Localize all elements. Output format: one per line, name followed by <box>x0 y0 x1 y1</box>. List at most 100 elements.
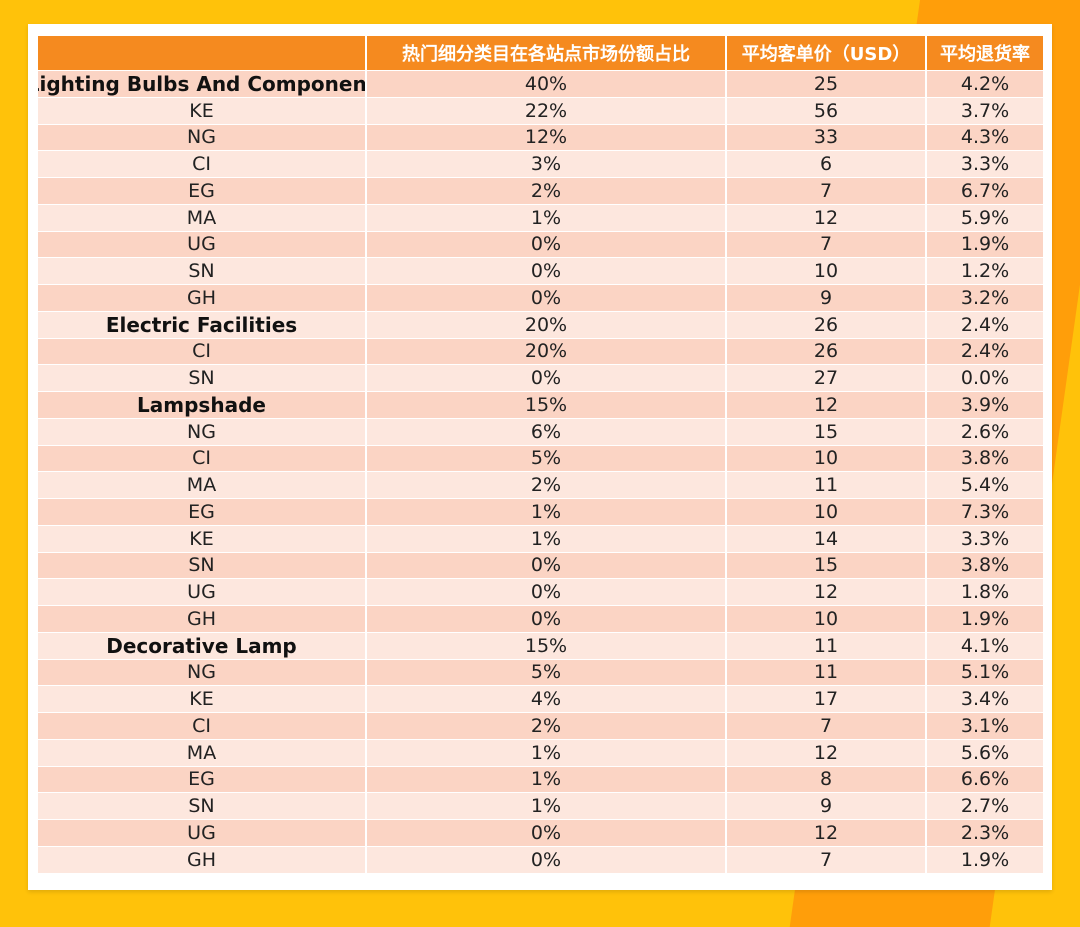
table-row: MA 2% 11 5.4% <box>38 472 1043 499</box>
cell-name: GH <box>38 846 367 873</box>
cell-price: 14 <box>727 525 927 552</box>
table-row: MA 1% 12 5.6% <box>38 739 1043 767</box>
table-row: UG 0% 12 2.3% <box>38 820 1043 847</box>
table-row: SN 0% 27 0.0% <box>38 365 1043 392</box>
cell-share: 15% <box>367 632 727 659</box>
cell-name: SN <box>38 552 367 579</box>
table-row: CI 20% 26 2.4% <box>38 338 1043 366</box>
table-row: UG 0% 7 1.9% <box>38 231 1043 259</box>
cell-share: 12% <box>367 124 727 151</box>
table-row: GH 0% 7 1.9% <box>38 846 1043 874</box>
cell-return-rate: 2.3% <box>960 821 1010 844</box>
cell-price: 12 <box>727 204 927 231</box>
table-row: SN 0% 15 3.8% <box>38 552 1043 580</box>
table-category-row: Electric Facilities 20% 26 2.4% <box>38 311 1043 339</box>
cell-share: 20% <box>367 338 727 365</box>
cell-share: 6% <box>367 418 727 445</box>
cell-name: SN <box>38 793 367 819</box>
cell-name: UG <box>38 231 367 258</box>
cell-share: 0% <box>367 606 727 632</box>
table-category-row: Lampshade 15% 12 3.9% <box>38 392 1043 419</box>
cell-return-rate: 5.1% <box>960 661 1010 684</box>
cell-price: 7 <box>727 178 927 204</box>
cell-return-rate: 1.2% <box>960 260 1010 283</box>
cell-name: GH <box>38 606 367 632</box>
cell-price: 6 <box>727 151 927 177</box>
cell-name: MA <box>38 739 367 766</box>
cell-return-rate: 3.3% <box>960 153 1010 176</box>
table-header-row: 热门细分类目在各站点市场份额占比 平均客单价（USD） 平均退货率 <box>38 36 1043 71</box>
cell-return-rate: 6.7% <box>960 179 1010 202</box>
cell-price: 25 <box>727 71 927 97</box>
cell-return-rate: 3.8% <box>960 447 1010 470</box>
cell-price: 33 <box>727 124 927 151</box>
cell-price: 7 <box>727 846 927 873</box>
cell-share: 1% <box>367 204 727 231</box>
cell-share: 0% <box>367 820 727 846</box>
table-category-row: Lighting Bulbs And Component 40% 25 4.2% <box>38 71 1043 98</box>
cell-return-rate: 5.4% <box>960 474 1010 497</box>
cell-price: 15 <box>727 418 927 445</box>
cell-price: 10 <box>727 445 927 472</box>
cell-name: Lighting Bulbs And Component <box>38 71 367 97</box>
cell-return-rate: 3.9% <box>960 393 1010 416</box>
cell-return-rate: 0.0% <box>960 367 1010 390</box>
table-row: KE 22% 56 3.7% <box>38 97 1043 125</box>
cell-return-rate: 2.4% <box>960 340 1010 363</box>
table-row: EG 1% 10 7.3% <box>38 499 1043 526</box>
table-row: GH 0% 10 1.9% <box>38 606 1043 633</box>
cell-price: 27 <box>727 365 927 391</box>
header-cell-price: 平均客单价（USD） <box>727 36 927 70</box>
header-cell-name <box>38 36 367 70</box>
table-row: NG 6% 15 2.6% <box>38 418 1043 446</box>
table-row: NG 12% 33 4.3% <box>38 124 1043 152</box>
cell-return-rate: 3.8% <box>960 554 1010 577</box>
cell-return-rate: 2.6% <box>960 420 1010 443</box>
cell-share: 2% <box>367 178 727 204</box>
cell-price: 11 <box>727 659 927 686</box>
cell-name: EG <box>38 766 367 793</box>
cell-return-rate: 1.9% <box>960 848 1010 871</box>
cell-share: 3% <box>367 151 727 177</box>
cell-return-rate: 3.2% <box>960 286 1010 309</box>
cell-name: Decorative Lamp <box>38 632 367 659</box>
cell-price: 7 <box>727 713 927 739</box>
table-row: KE 4% 17 3.4% <box>38 686 1043 713</box>
header-cell-share: 热门细分类目在各站点市场份额占比 <box>367 36 727 70</box>
cell-share: 0% <box>367 579 727 605</box>
cell-return-rate: 5.9% <box>960 206 1010 229</box>
cell-price: 56 <box>727 97 927 124</box>
cell-price: 17 <box>727 686 927 712</box>
cell-price: 8 <box>727 766 927 793</box>
cell-name: EG <box>38 178 367 204</box>
cell-return-rate: 5.6% <box>960 741 1010 764</box>
cell-return-rate: 6.6% <box>960 768 1010 791</box>
cell-share: 15% <box>367 392 727 418</box>
cell-return-rate: 7.3% <box>960 500 1010 523</box>
cell-price: 10 <box>727 606 927 632</box>
table-row: SN 0% 10 1.2% <box>38 258 1043 285</box>
cell-share: 1% <box>367 499 727 525</box>
cell-price: 26 <box>727 311 927 338</box>
cell-share: 1% <box>367 525 727 552</box>
cell-share: 0% <box>367 365 727 391</box>
cell-name: NG <box>38 659 367 686</box>
cell-name: Electric Facilities <box>38 311 367 338</box>
cell-return-rate: 4.2% <box>960 72 1010 95</box>
header-cell-return-rate: 平均退货率 <box>940 44 1030 65</box>
cell-name: KE <box>38 97 367 124</box>
cell-return-rate: 3.1% <box>960 714 1010 737</box>
table-row: CI 3% 6 3.3% <box>38 151 1043 178</box>
cell-share: 20% <box>367 311 727 338</box>
cell-price: 12 <box>727 739 927 766</box>
cell-share: 5% <box>367 659 727 686</box>
table-row: KE 1% 14 3.3% <box>38 525 1043 553</box>
cell-price: 12 <box>727 392 927 418</box>
cell-return-rate: 3.4% <box>960 688 1010 711</box>
cell-name: UG <box>38 579 367 605</box>
table-row: UG 0% 12 1.8% <box>38 579 1043 606</box>
cell-return-rate: 4.3% <box>960 126 1010 149</box>
table-row: NG 5% 11 5.1% <box>38 659 1043 687</box>
cell-return-rate: 1.9% <box>960 607 1010 630</box>
cell-share: 5% <box>367 445 727 472</box>
